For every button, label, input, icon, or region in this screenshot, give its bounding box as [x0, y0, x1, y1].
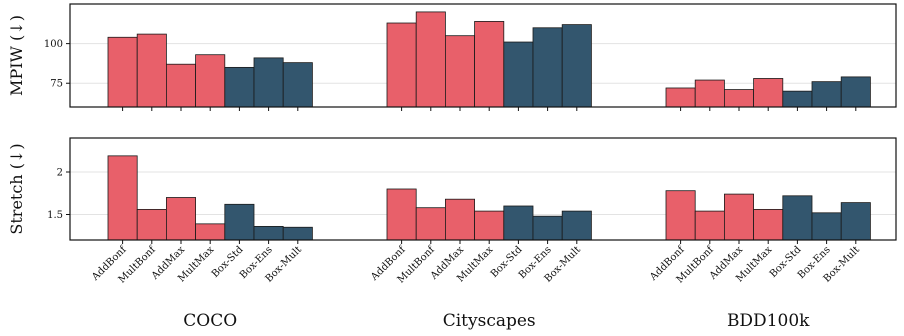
bar-cityscapes-box-ens [532, 27, 563, 108]
bar-coco-addmax [165, 197, 196, 241]
y-tick-label: 2 [57, 168, 63, 179]
bar-cityscapes-multmax [474, 21, 505, 108]
bar-cityscapes-addbonf [386, 188, 417, 241]
bar-cityscapes-addmax [444, 198, 475, 241]
y-tick-label: 1.5 [47, 210, 63, 221]
bar-bdd100k-addbonf [665, 87, 696, 108]
bar-cityscapes-addmax [444, 35, 475, 108]
bar-coco-box-std [224, 203, 255, 241]
bar-cityscapes-addbonf [386, 22, 417, 108]
bar-cityscapes-multbonf [415, 11, 446, 108]
bar-coco-multbonf [136, 33, 167, 108]
bar-coco-box-ens [253, 225, 284, 241]
y-axis-label: Stretch (↓) [7, 143, 26, 234]
bar-bdd100k-addmax [724, 89, 755, 108]
bar-cityscapes-box-std [503, 41, 534, 108]
bar-bdd100k-box-ens [811, 212, 842, 241]
bar-coco-multmax [195, 54, 226, 108]
plot-frame [69, 3, 897, 108]
group-label-bdd100k: BDD100k [727, 311, 810, 331]
bar-coco-addbonf [107, 36, 138, 108]
bar-coco-box-ens [253, 57, 284, 108]
bar-bdd100k-box-mult [840, 202, 871, 241]
bar-bdd100k-multmax [753, 208, 784, 241]
bar-cityscapes-box-mult [561, 24, 592, 108]
bar-bdd100k-box-ens [811, 81, 842, 108]
y-tick-label: 75 [50, 79, 63, 90]
bar-cityscapes-box-std [503, 205, 534, 241]
bar-bdd100k-box-std [782, 195, 813, 241]
plot-frame [69, 137, 897, 241]
bar-coco-addbonf [107, 155, 138, 241]
bar-coco-box-mult [282, 62, 313, 108]
group-label-cityscapes: Cityscapes [443, 311, 536, 331]
group-label-coco: COCO [183, 311, 237, 331]
bar-coco-multbonf [136, 208, 167, 241]
bar-coco-multmax [195, 223, 226, 241]
bar-coco-box-mult [282, 226, 313, 241]
bar-cityscapes-box-ens [532, 215, 563, 241]
bar-cityscapes-multbonf [415, 207, 446, 241]
bar-coco-box-std [224, 66, 255, 108]
bar-cityscapes-box-mult [561, 210, 592, 241]
bar-bdd100k-addmax [724, 193, 755, 241]
bar-coco-addmax [165, 63, 196, 108]
bar-bdd100k-multbonf [694, 210, 725, 241]
bar-bdd100k-multbonf [694, 79, 725, 108]
bar-bdd100k-addbonf [665, 190, 696, 241]
bar-bdd100k-box-std [782, 90, 813, 108]
y-tick-label: 100 [44, 39, 63, 50]
bar-cityscapes-multmax [474, 210, 505, 241]
bar-bdd100k-multmax [753, 78, 784, 108]
bar-bdd100k-box-mult [840, 76, 871, 108]
y-axis-label: MPIW (↓) [7, 15, 26, 96]
